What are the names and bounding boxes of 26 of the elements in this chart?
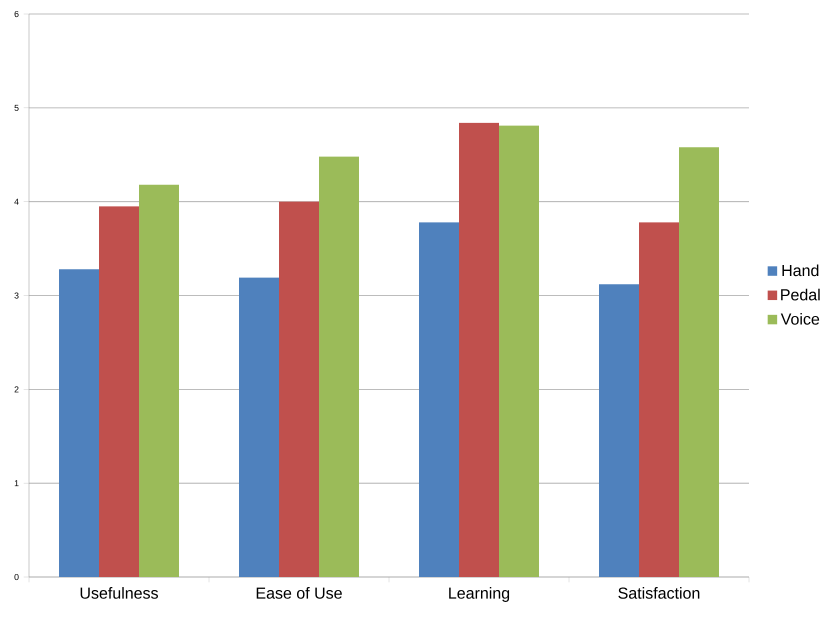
legend-label: Pedal xyxy=(781,288,820,300)
x-tick-label: Ease of Use xyxy=(256,587,342,599)
y-tick-label: 3 xyxy=(14,292,19,299)
y-tick-label: 1 xyxy=(14,480,19,486)
bar xyxy=(639,222,680,577)
x-tick-label: Satisfaction xyxy=(618,587,700,599)
y-tick-label: 4 xyxy=(14,198,19,205)
bar xyxy=(499,126,540,577)
x-tick-label: Usefulness xyxy=(80,587,158,599)
bar xyxy=(319,156,360,577)
bar xyxy=(99,206,140,577)
bar xyxy=(279,202,320,577)
legend-label: Hand xyxy=(782,264,818,276)
bar xyxy=(139,184,180,577)
bar xyxy=(599,284,639,577)
y-tick-label: 0 xyxy=(14,574,19,580)
legend-label: Voice xyxy=(780,312,820,325)
bar xyxy=(419,222,459,577)
bar xyxy=(239,278,279,577)
y-tick-label: 6 xyxy=(14,10,19,18)
bar xyxy=(59,269,99,577)
y-tick-label: 5 xyxy=(14,104,19,111)
bar xyxy=(679,147,719,577)
bar xyxy=(459,122,500,577)
x-tick-label: Learning xyxy=(449,587,510,602)
y-tick-label: 2 xyxy=(14,386,19,392)
